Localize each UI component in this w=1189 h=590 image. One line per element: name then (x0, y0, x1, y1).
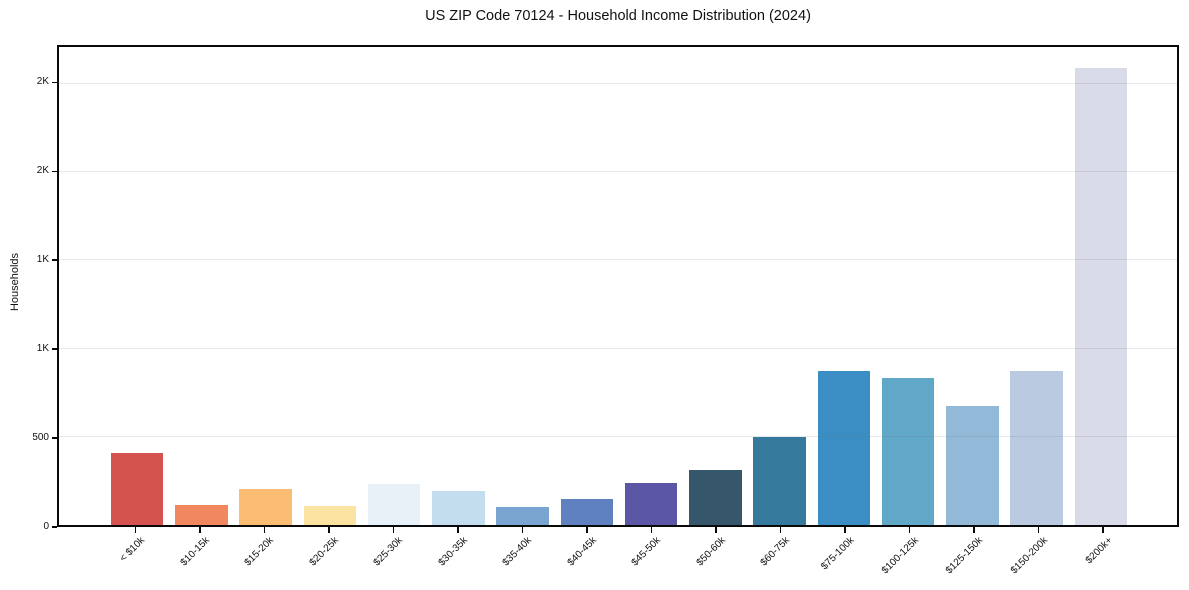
bars-container (59, 47, 1177, 525)
bar-$100-125k[interactable] (881, 377, 935, 525)
x-tick-mark (973, 527, 975, 533)
bar-$125-150k[interactable] (946, 405, 999, 525)
x-tick-mark (521, 527, 523, 533)
x-tick-label: $40-45k (565, 535, 599, 569)
x-tick-label: $200k+ (1083, 535, 1115, 567)
chart-title: US ZIP Code 70124 - Household Income Dis… (425, 8, 811, 24)
bar-slot (298, 47, 362, 525)
x-tick-mark (908, 527, 910, 533)
y-tick-label: 1K (36, 343, 49, 355)
x-tick-mark (844, 527, 846, 533)
x-tick-mark (263, 527, 265, 533)
bar-< $10k[interactable] (110, 452, 164, 525)
x-tick-mark (650, 527, 652, 533)
x-tick-mark (715, 527, 717, 533)
bar-slot (105, 47, 169, 525)
x-tick-mark (199, 527, 201, 533)
x-tick-label: $10-15k (178, 535, 212, 569)
x-tick-label: $30-35k (436, 535, 470, 569)
bar-slot (812, 47, 876, 525)
bar-$60-75k[interactable] (753, 436, 806, 525)
bar-slot (426, 47, 490, 525)
y-tick-label: 500 (32, 432, 49, 444)
x-tick-label: $125-150k (944, 535, 986, 577)
x-tick-mark (1037, 527, 1039, 533)
x-tick-mark (586, 527, 588, 533)
bar-$30-35k[interactable] (432, 490, 485, 525)
bar-slot (876, 47, 940, 525)
y-tick-mark (52, 348, 57, 350)
x-tick-label: $50-60k (694, 535, 728, 569)
x-tick-label: $25-30k (371, 535, 406, 569)
y-axis-label: Households (9, 252, 21, 312)
x-tick-label: < $10k (117, 535, 148, 565)
bar-slot (1069, 47, 1133, 525)
bar-$35-40k[interactable] (496, 507, 549, 525)
bar-slot (169, 47, 233, 525)
x-tick-mark (328, 527, 330, 533)
x-tick-mark (134, 527, 136, 533)
bar-slot (619, 47, 683, 525)
x-tick-label: $20-25k (307, 535, 341, 569)
bar-$150-200k[interactable] (1010, 370, 1063, 525)
x-tick-mark (1102, 527, 1104, 533)
x-tick-label: $75-100k (819, 535, 857, 573)
y-tick-mark (52, 259, 57, 261)
bar-slot (1005, 47, 1069, 525)
bar-slot (555, 47, 619, 525)
bar-$25-30k[interactable] (367, 483, 421, 525)
y-tick-label: 0 (43, 521, 49, 532)
y-tick-mark (52, 526, 57, 528)
bar-$40-45k[interactable] (560, 498, 614, 525)
bar-slot (683, 47, 747, 525)
y-tick-mark (52, 81, 57, 84)
y-tick-label: 2K (36, 76, 49, 88)
x-tick-label: $60-75k (758, 535, 793, 569)
bar-slot (362, 47, 426, 525)
bar-$75-100k[interactable] (817, 370, 871, 525)
y-tick-label: 2K (36, 165, 49, 177)
x-tick-label: $45-50k (629, 535, 664, 569)
plot-area (57, 45, 1179, 527)
y-tick-label: 1K (36, 254, 49, 266)
x-tick-mark (457, 527, 459, 533)
bar-$45-50k[interactable] (624, 482, 678, 525)
x-tick-label: $35-40k (500, 535, 535, 569)
y-tick-mark (52, 437, 57, 439)
bar-slot (491, 47, 555, 525)
bar-slot (748, 47, 812, 525)
bar-slot (940, 47, 1004, 525)
y-tick-mark (52, 170, 57, 173)
bar-$20-25k[interactable] (303, 505, 357, 525)
x-tick-label: $15-20k (242, 535, 277, 569)
bar-slot (234, 47, 298, 525)
bar-$50-60k[interactable] (689, 470, 742, 525)
x-tick-label: $100-125k (879, 535, 922, 577)
x-tick-mark (392, 527, 394, 533)
x-tick-mark (779, 527, 781, 533)
x-tick-label: $150-200k (1008, 535, 1051, 577)
bar-$200k+[interactable] (1074, 68, 1128, 525)
bar-$15-20k[interactable] (239, 488, 292, 525)
bar-$10-15k[interactable] (175, 504, 228, 525)
